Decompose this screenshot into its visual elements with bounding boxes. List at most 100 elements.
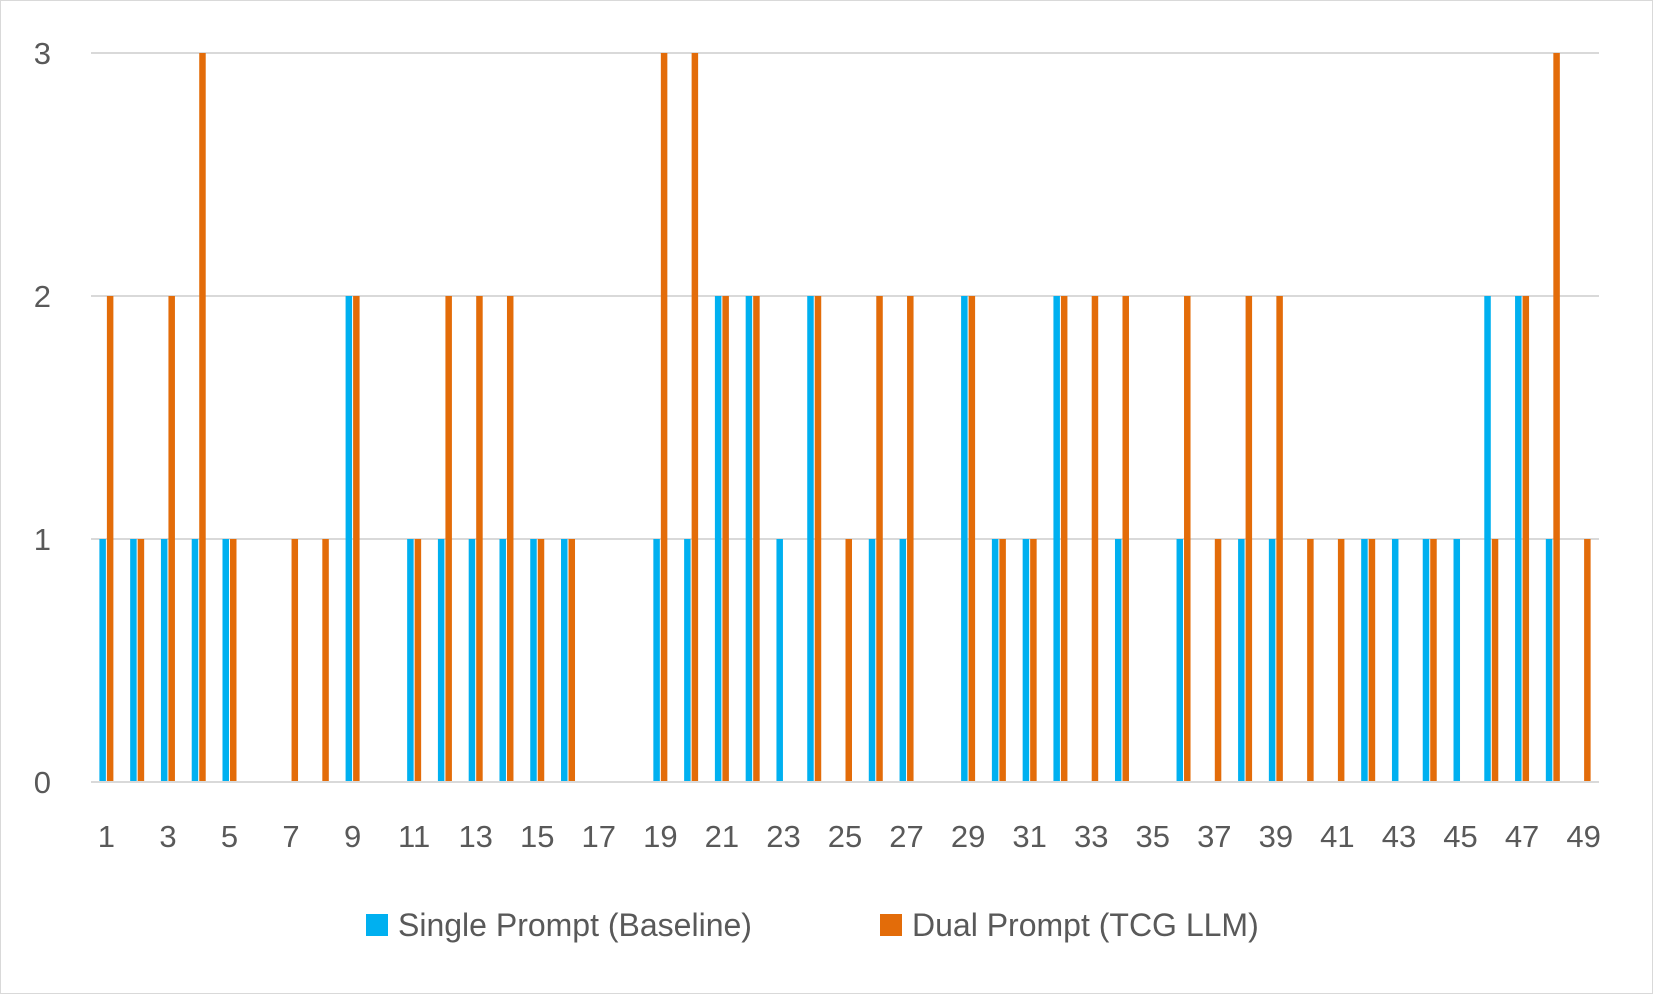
y-tick-label: 2: [34, 279, 51, 314]
x-tick-label: 7: [282, 819, 299, 854]
x-tick-label: 5: [221, 819, 238, 854]
bar-dual-prompt: [537, 539, 545, 782]
x-tick-label: 11: [398, 819, 430, 854]
x-tick-label: 27: [889, 819, 923, 854]
bar-single-prompt: [1114, 539, 1122, 782]
bar-single-prompt: [807, 296, 814, 782]
bar-single-prompt: [222, 539, 229, 782]
bar-dual-prompt: [168, 296, 175, 782]
y-axis: 0 1 2 3: [34, 36, 51, 800]
bar-dual-prompt: [1430, 539, 1437, 782]
bar-dual-prompt: [322, 539, 329, 782]
x-tick-label: 13: [458, 819, 492, 854]
y-tick-label: 0: [34, 765, 51, 800]
bar-dual-prompt: [1368, 539, 1376, 782]
bar-single-prompt: [745, 296, 753, 782]
bar-single-prompt: [684, 539, 691, 782]
bar-single-prompt: [468, 539, 476, 782]
bar-single-prompt: [1422, 539, 1430, 782]
bar-single-prompt: [714, 296, 722, 782]
x-tick-label: 1: [98, 819, 115, 854]
x-tick-label: 17: [582, 819, 616, 854]
bar-dual-prompt: [229, 539, 237, 782]
bar-single-prompt: [868, 539, 876, 782]
bar-dual-prompt: [1091, 296, 1099, 782]
bar-single-prompt: [1515, 296, 1522, 782]
x-tick-label: 47: [1505, 819, 1539, 854]
bar-single-prompt: [1484, 296, 1491, 782]
bar-dual-prompt: [1184, 296, 1191, 782]
bar-single-prompt: [1238, 539, 1245, 782]
bar-single-prompt: [191, 539, 199, 782]
legend-label: Single Prompt (Baseline): [398, 907, 752, 943]
bar-dual-prompt: [876, 296, 883, 782]
bars: [99, 53, 1591, 782]
bar-dual-prompt: [291, 539, 299, 782]
bar-dual-prompt: [106, 296, 114, 782]
x-tick-label: 41: [1320, 819, 1354, 854]
bar-dual-prompt: [1553, 53, 1560, 782]
bar-single-prompt: [961, 296, 968, 782]
x-tick-label: 35: [1136, 819, 1170, 854]
bar-single-prompt: [1176, 539, 1184, 782]
bar-single-prompt: [499, 539, 506, 782]
x-tick-label: 19: [643, 819, 677, 854]
legend-label: Dual Prompt (TCG LLM): [912, 907, 1259, 943]
x-tick-label: 23: [766, 819, 800, 854]
bar-dual-prompt: [568, 539, 576, 782]
bar-dual-prompt: [845, 539, 852, 782]
bar-dual-prompt: [660, 53, 668, 782]
x-tick-label: 3: [159, 819, 176, 854]
legend-item-single-prompt: Single Prompt (Baseline): [366, 907, 752, 943]
bar-single-prompt: [99, 539, 106, 782]
bar-dual-prompt: [1584, 539, 1591, 782]
bar-dual-prompt: [1276, 296, 1283, 782]
legend-swatch: [880, 914, 902, 936]
bar-dual-prompt: [968, 296, 976, 782]
bar-dual-prompt: [445, 296, 452, 782]
bar-dual-prompt: [722, 296, 729, 782]
bar-single-prompt: [437, 539, 445, 782]
x-tick-label: 21: [705, 819, 739, 854]
bar-single-prompt: [130, 539, 137, 782]
bar-dual-prompt: [999, 539, 1006, 782]
bar-dual-prompt: [137, 539, 145, 782]
x-tick-label: 49: [1566, 819, 1600, 854]
bar-dual-prompt: [199, 53, 206, 782]
bar-dual-prompt: [1245, 296, 1253, 782]
bar-single-prompt: [991, 539, 999, 782]
bar-dual-prompt: [353, 296, 360, 782]
x-tick-label: 33: [1074, 819, 1108, 854]
x-axis: 1 3 5 7 9 11 13 15 17 19 21 23 25 27 29 31 33 35 37 39 41 43 4…: [91, 781, 1601, 854]
bar-single-prompt: [653, 539, 660, 782]
bar-single-prompt: [345, 296, 353, 782]
bar-dual-prompt: [1337, 539, 1345, 782]
bar-dual-prompt: [691, 53, 699, 782]
y-tick-label: 1: [34, 522, 51, 557]
bar-dual-prompt: [1491, 539, 1499, 782]
bar-dual-prompt: [1522, 296, 1530, 782]
y-tick-label: 3: [34, 36, 51, 71]
x-tick-label: 25: [828, 819, 862, 854]
bar-single-prompt: [899, 539, 907, 782]
x-tick-label: 29: [951, 819, 985, 854]
bar-single-prompt: [1268, 539, 1276, 782]
bar-dual-prompt: [1030, 539, 1037, 782]
bar-dual-prompt: [814, 296, 822, 782]
bar-dual-prompt: [1214, 539, 1222, 782]
legend-swatch: [366, 914, 388, 936]
legend-item-dual-prompt: Dual Prompt (TCG LLM): [880, 907, 1259, 943]
bar-dual-prompt: [476, 296, 483, 782]
bar-single-prompt: [776, 539, 783, 782]
bar-single-prompt: [1545, 539, 1553, 782]
legend: Single Prompt (Baseline) Dual Prompt (TCG…: [366, 907, 1259, 943]
bar-single-prompt: [561, 539, 568, 782]
x-tick-label: 31: [1012, 819, 1046, 854]
bar-dual-prompt: [414, 539, 422, 782]
bar-single-prompt: [407, 539, 414, 782]
bar-single-prompt: [1053, 296, 1060, 782]
bar-single-prompt: [530, 539, 537, 782]
bar-single-prompt: [1361, 539, 1368, 782]
